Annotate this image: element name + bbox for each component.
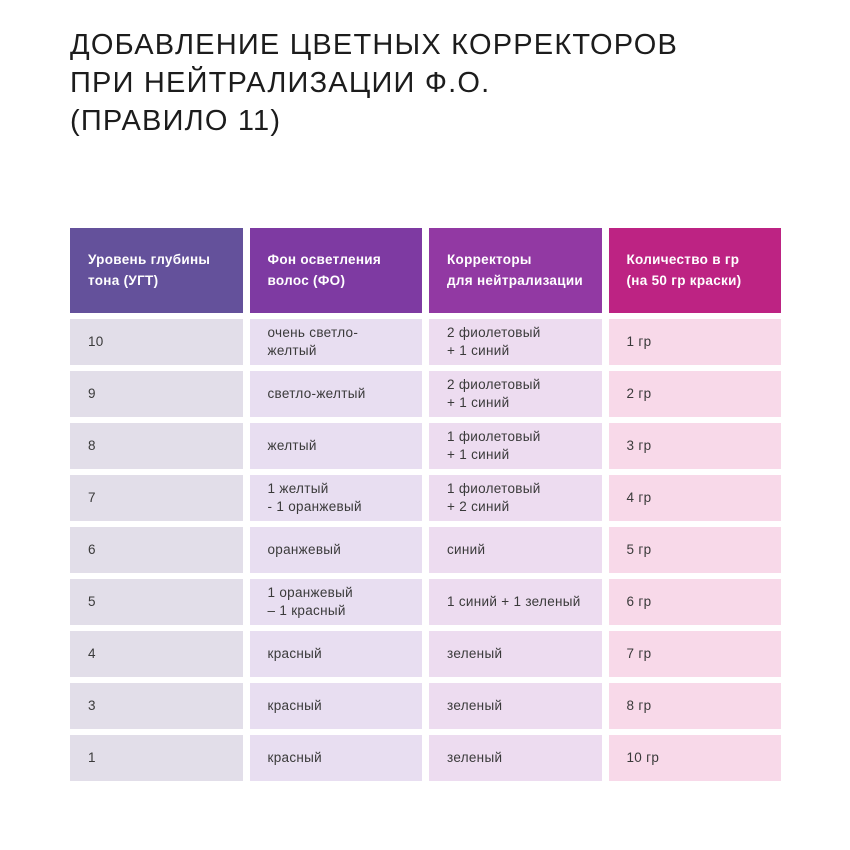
cell-corrector: зеленый xyxy=(429,631,602,677)
cell-fo: 1 желтый - 1 оранжевый xyxy=(249,475,422,521)
cell-amount: 2 гр xyxy=(608,371,781,417)
cell-fo: красный xyxy=(249,735,422,781)
header-correctors: Корректоры для нейтрализации xyxy=(429,228,602,313)
cell-ugt: 10 xyxy=(70,319,243,365)
cell-amount: 3 гр xyxy=(608,423,781,469)
cell-corrector: 2 фиолетовый + 1 синий xyxy=(429,371,602,417)
page-title: ДОБАВЛЕНИЕ ЦВЕТНЫХ КОРРЕКТОРОВ ПРИ НЕЙТР… xyxy=(70,29,678,137)
cell-ugt: 4 xyxy=(70,631,243,677)
cell-corrector: синий xyxy=(429,527,602,573)
cell-amount: 1 гр xyxy=(608,319,781,365)
cell-amount: 8 гр xyxy=(608,683,781,729)
cell-fo: красный xyxy=(249,631,422,677)
header-ugt: Уровень глубины тона (УГТ) xyxy=(70,228,243,313)
cell-fo: желтый xyxy=(249,423,422,469)
cell-amount: 10 гр xyxy=(608,735,781,781)
cell-ugt: 3 xyxy=(70,683,243,729)
cell-ugt: 9 xyxy=(70,371,243,417)
cell-fo: оранжевый xyxy=(249,527,422,573)
cell-ugt: 1 xyxy=(70,735,243,781)
cell-fo: 1 оранжевый – 1 красный xyxy=(249,579,422,625)
cell-ugt: 6 xyxy=(70,527,243,573)
cell-ugt: 7 xyxy=(70,475,243,521)
cell-corrector: зеленый xyxy=(429,735,602,781)
cell-corrector: 1 синий + 1 зеленый xyxy=(429,579,602,625)
cell-fo: красный xyxy=(249,683,422,729)
cell-corrector: зеленый xyxy=(429,683,602,729)
cell-fo: светло-желтый xyxy=(249,371,422,417)
cell-corrector: 1 фиолетовый + 1 синий xyxy=(429,423,602,469)
cell-amount: 7 гр xyxy=(608,631,781,677)
cell-corrector: 1 фиолетовый + 2 синий xyxy=(429,475,602,521)
cell-ugt: 5 xyxy=(70,579,243,625)
cell-amount: 4 гр xyxy=(608,475,781,521)
cell-ugt: 8 xyxy=(70,423,243,469)
header-fo: Фон осветления волос (ФО) xyxy=(249,228,422,313)
cell-amount: 6 гр xyxy=(608,579,781,625)
cell-corrector: 2 фиолетовый + 1 синий xyxy=(429,319,602,365)
cell-amount: 5 гр xyxy=(608,527,781,573)
cell-fo: очень светло-желтый xyxy=(249,319,422,365)
correctors-table: Уровень глубины тона (УГТ) Фон осветлени… xyxy=(70,228,781,781)
header-amount: Количество в гр (на 50 гр краски) xyxy=(608,228,781,313)
